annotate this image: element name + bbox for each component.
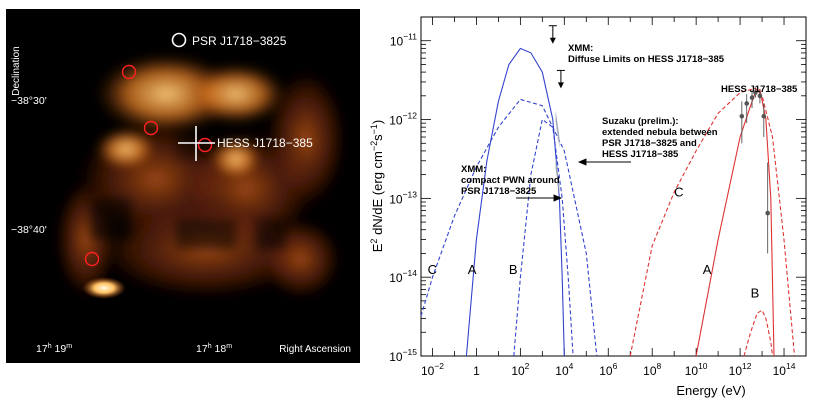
svg-text:compact PWN around: compact PWN around xyxy=(461,175,560,186)
svg-text:HESS J1718−385: HESS J1718−385 xyxy=(602,149,679,160)
curve-label: A xyxy=(468,262,477,277)
hess-data-point xyxy=(739,113,745,119)
annotation-suzaku: Suzaku (prelim.): extended nebula betwee… xyxy=(602,116,718,160)
x-axis-label: Energy (eV) xyxy=(676,383,745,398)
y-tick-label: 10−14 xyxy=(389,268,417,285)
model-curve xyxy=(420,98,598,357)
x-tick-label: 108 xyxy=(643,361,661,378)
svg-text:Suzaku (prelim.):: Suzaku (prelim.): xyxy=(602,116,679,127)
suzaku-band xyxy=(555,110,560,148)
svg-text:Diffuse Limits on HESS J1718−3: Diffuse Limits on HESS J1718−385 xyxy=(568,54,725,65)
x-tick-label: 1012 xyxy=(729,361,752,378)
y-tick-labels: 10−15 10−14 10−13 10−12 10−11 xyxy=(389,32,417,364)
upper-limit-arrow xyxy=(557,82,564,89)
psr-marker xyxy=(171,32,187,48)
suzaku-bands xyxy=(555,110,560,195)
y-axis-label: E2 dN/dE (erg cm−2s−1) xyxy=(369,120,385,252)
dec-tick-label: −38°40' xyxy=(11,224,47,236)
y-tick-label: 10−15 xyxy=(389,347,417,364)
x-tick-label: 1014 xyxy=(773,361,796,378)
svg-text:XMM:: XMM: xyxy=(568,43,593,54)
source-marker xyxy=(143,120,159,136)
hess-label: HESS J1718−385 xyxy=(217,136,313,150)
hess-data-point xyxy=(761,113,767,119)
psr-label: PSR J1718−3825 xyxy=(192,34,287,48)
source-marker xyxy=(121,64,137,80)
sky-map: PSR J1718−3825 HESS J1718−385 Declinatio… xyxy=(6,9,360,363)
hess-data-point xyxy=(744,101,750,106)
hess-data-point xyxy=(749,95,755,100)
suzaku-band xyxy=(555,157,560,195)
curve-labels: C A B C A B xyxy=(428,185,760,301)
hess-data-point xyxy=(753,90,758,95)
hess-data-point xyxy=(765,210,770,216)
annotation-arrows xyxy=(516,158,631,202)
x-tick-label: 1010 xyxy=(685,361,708,378)
hess-crosshair xyxy=(178,126,215,161)
model-curve xyxy=(629,87,796,357)
right-ascension-label: Right Ascension xyxy=(279,344,351,355)
curve-label: C xyxy=(428,262,437,277)
source-marker xyxy=(197,137,213,153)
x-tick-label: 104 xyxy=(555,361,573,378)
svg-text:extended nebula between: extended nebula between xyxy=(602,127,718,138)
annotation-xmm-diffuse: XMM: Diffuse Limits on HESS J1718−385 xyxy=(568,43,725,65)
declination-label: Declination xyxy=(11,46,22,95)
plot-frame xyxy=(420,16,807,357)
x-ray-emission xyxy=(56,54,346,299)
x-tick-label: 106 xyxy=(599,361,617,378)
ra-tick-label: 17h 19m xyxy=(36,343,72,355)
sed-chart: 10−15 10−14 10−13 10−12 10−11 10−2 1 102 104 106… xyxy=(369,16,807,398)
source-marker xyxy=(84,251,100,267)
x-tick-label: 102 xyxy=(511,361,529,378)
y-tick-label: 10−13 xyxy=(389,189,417,206)
x-tick-labels: 10−2 1 102 104 106 108 1010 1012 1014 xyxy=(421,361,796,378)
svg-text:PSR J1718−3825: PSR J1718−3825 xyxy=(461,186,537,197)
ra-tick-label: 17h 18m xyxy=(196,343,232,355)
curve-label: B xyxy=(509,262,518,277)
dec-tick-label: −38°30' xyxy=(11,95,47,107)
hess-data-point xyxy=(757,93,763,99)
x-tick-label: 10−2 xyxy=(421,361,444,378)
xmm-upper-limits xyxy=(548,25,565,89)
x-tick-label: 1 xyxy=(473,364,480,378)
curve-label: B xyxy=(751,286,760,301)
hess-data-points xyxy=(739,88,770,254)
svg-text:XMM:: XMM: xyxy=(461,164,486,175)
y-tick-label: 10−12 xyxy=(389,111,417,128)
curve-label: C xyxy=(674,185,683,200)
annotation-hess: HESS J1718−385 xyxy=(721,84,798,95)
model-curve xyxy=(465,47,565,357)
annotation-xmm-pwn: XMM: compact PWN around PSR J1718−3825 xyxy=(461,164,560,197)
upper-limit-arrow xyxy=(549,37,556,44)
axis-ticks xyxy=(421,16,807,357)
svg-text:PSR J1718−3825 and: PSR J1718−3825 and xyxy=(602,138,697,149)
y-tick-label: 10−11 xyxy=(390,32,417,49)
bright-source xyxy=(82,277,126,299)
curve-label: A xyxy=(703,262,712,277)
